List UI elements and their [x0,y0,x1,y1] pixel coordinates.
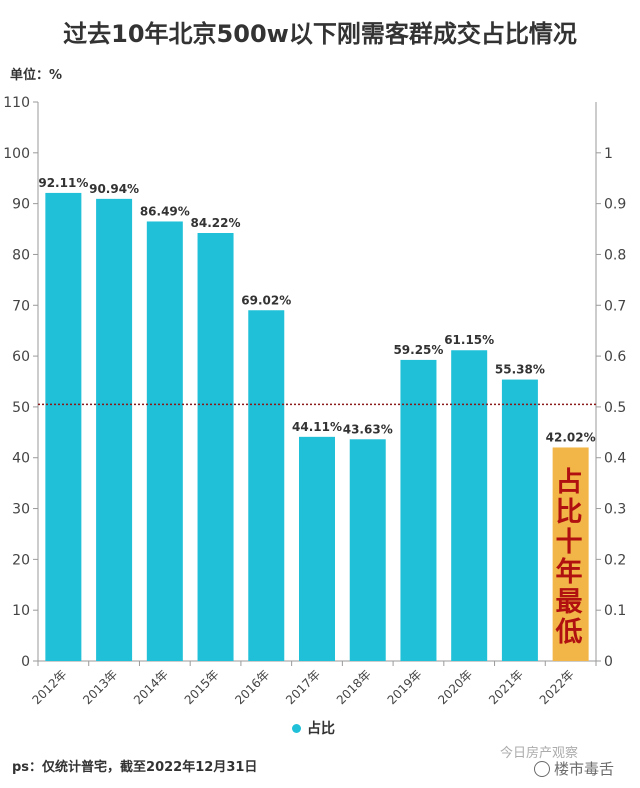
bar [248,310,285,661]
bar-highlight [552,447,589,661]
y-tick-label: 80 [12,247,30,263]
bar-value-label: 92.11% [38,176,88,190]
bar [146,221,183,661]
y2-tick-label: 0.4 [604,451,626,467]
y2-tick-label: 1 [604,146,613,162]
bar [45,192,82,661]
bar-value-label: 42.02% [546,430,596,444]
y2-tick-label: 0.6 [604,349,626,365]
legend-label: 占比 [307,721,335,737]
bar-value-label: 69.02% [241,293,291,307]
x-tick-label: 2012年 [30,667,70,707]
y2-tick-label: 0 [604,654,613,670]
x-tick-label: 2022年 [537,667,577,707]
bar [349,439,386,661]
bar-value-label: 61.15% [444,333,494,347]
bar-value-label: 59.25% [393,343,443,357]
y2-tick-label: 0.2 [604,552,626,568]
legend: 占比 [292,718,335,738]
legend-swatch [292,723,301,733]
watermark-brand-label: 楼市毒舌 [554,760,615,778]
y-tick-label: 0 [21,654,30,670]
y-tick-label: 60 [12,349,30,365]
bar [197,233,234,661]
y-tick-label: 50 [12,400,30,416]
bar-value-label: 43.63% [343,422,393,436]
y-tick-label: 10 [12,603,30,619]
watermark: 今日房产观察 [500,746,579,761]
y-tick-label: 90 [12,197,30,213]
x-tick-label: 2013年 [80,667,120,707]
x-tick-label: 2021年 [486,667,526,707]
y-tick-label: 110 [3,95,30,111]
y-tick-label: 100 [3,146,30,162]
bar [501,379,538,661]
bar-value-label: 90.94% [89,182,139,196]
brand-icon [534,760,550,777]
y2-tick-label: 0.9 [604,197,626,213]
y-tick-label: 30 [12,502,30,518]
x-tick-label: 2019年 [385,667,425,707]
highlight-annotation: 占比十年最低 [555,467,583,648]
x-tick-label: 2016年 [232,667,272,707]
x-tick-label: 2015年 [182,667,222,707]
bar-value-label: 86.49% [140,204,190,218]
bar [451,350,488,661]
footnote: ps：仅统计普宅，截至2022年12月31日 [12,760,258,775]
x-tick-label: 2018年 [334,667,374,707]
bar [96,198,133,662]
bar [299,436,335,661]
x-tick-label: 2020年 [435,667,475,707]
y-tick-label: 20 [12,552,30,568]
y-tick-label: 70 [12,298,30,314]
bar [400,359,437,661]
y2-tick-label: 0.5 [604,400,626,416]
x-tick-label: 2014年 [131,667,171,707]
bar-value-label: 84.22% [191,216,241,230]
unit-label: 单位：% [10,68,63,83]
y2-tick-label: 0.1 [604,603,626,619]
x-tick-label: 2017年 [283,667,323,707]
y-tick-label: 40 [12,451,30,467]
chart-title: 过去10年北京500w以下刚需客群成交占比情况 [63,20,577,48]
y2-tick-label: 0.8 [604,247,626,263]
y2-tick-label: 0.7 [604,298,626,314]
bar-value-label: 44.11% [292,420,342,434]
watermark-brand: 楼市毒舌 [534,758,614,779]
bar-value-label: 55.38% [495,363,545,377]
y2-tick-label: 0.3 [604,502,626,518]
